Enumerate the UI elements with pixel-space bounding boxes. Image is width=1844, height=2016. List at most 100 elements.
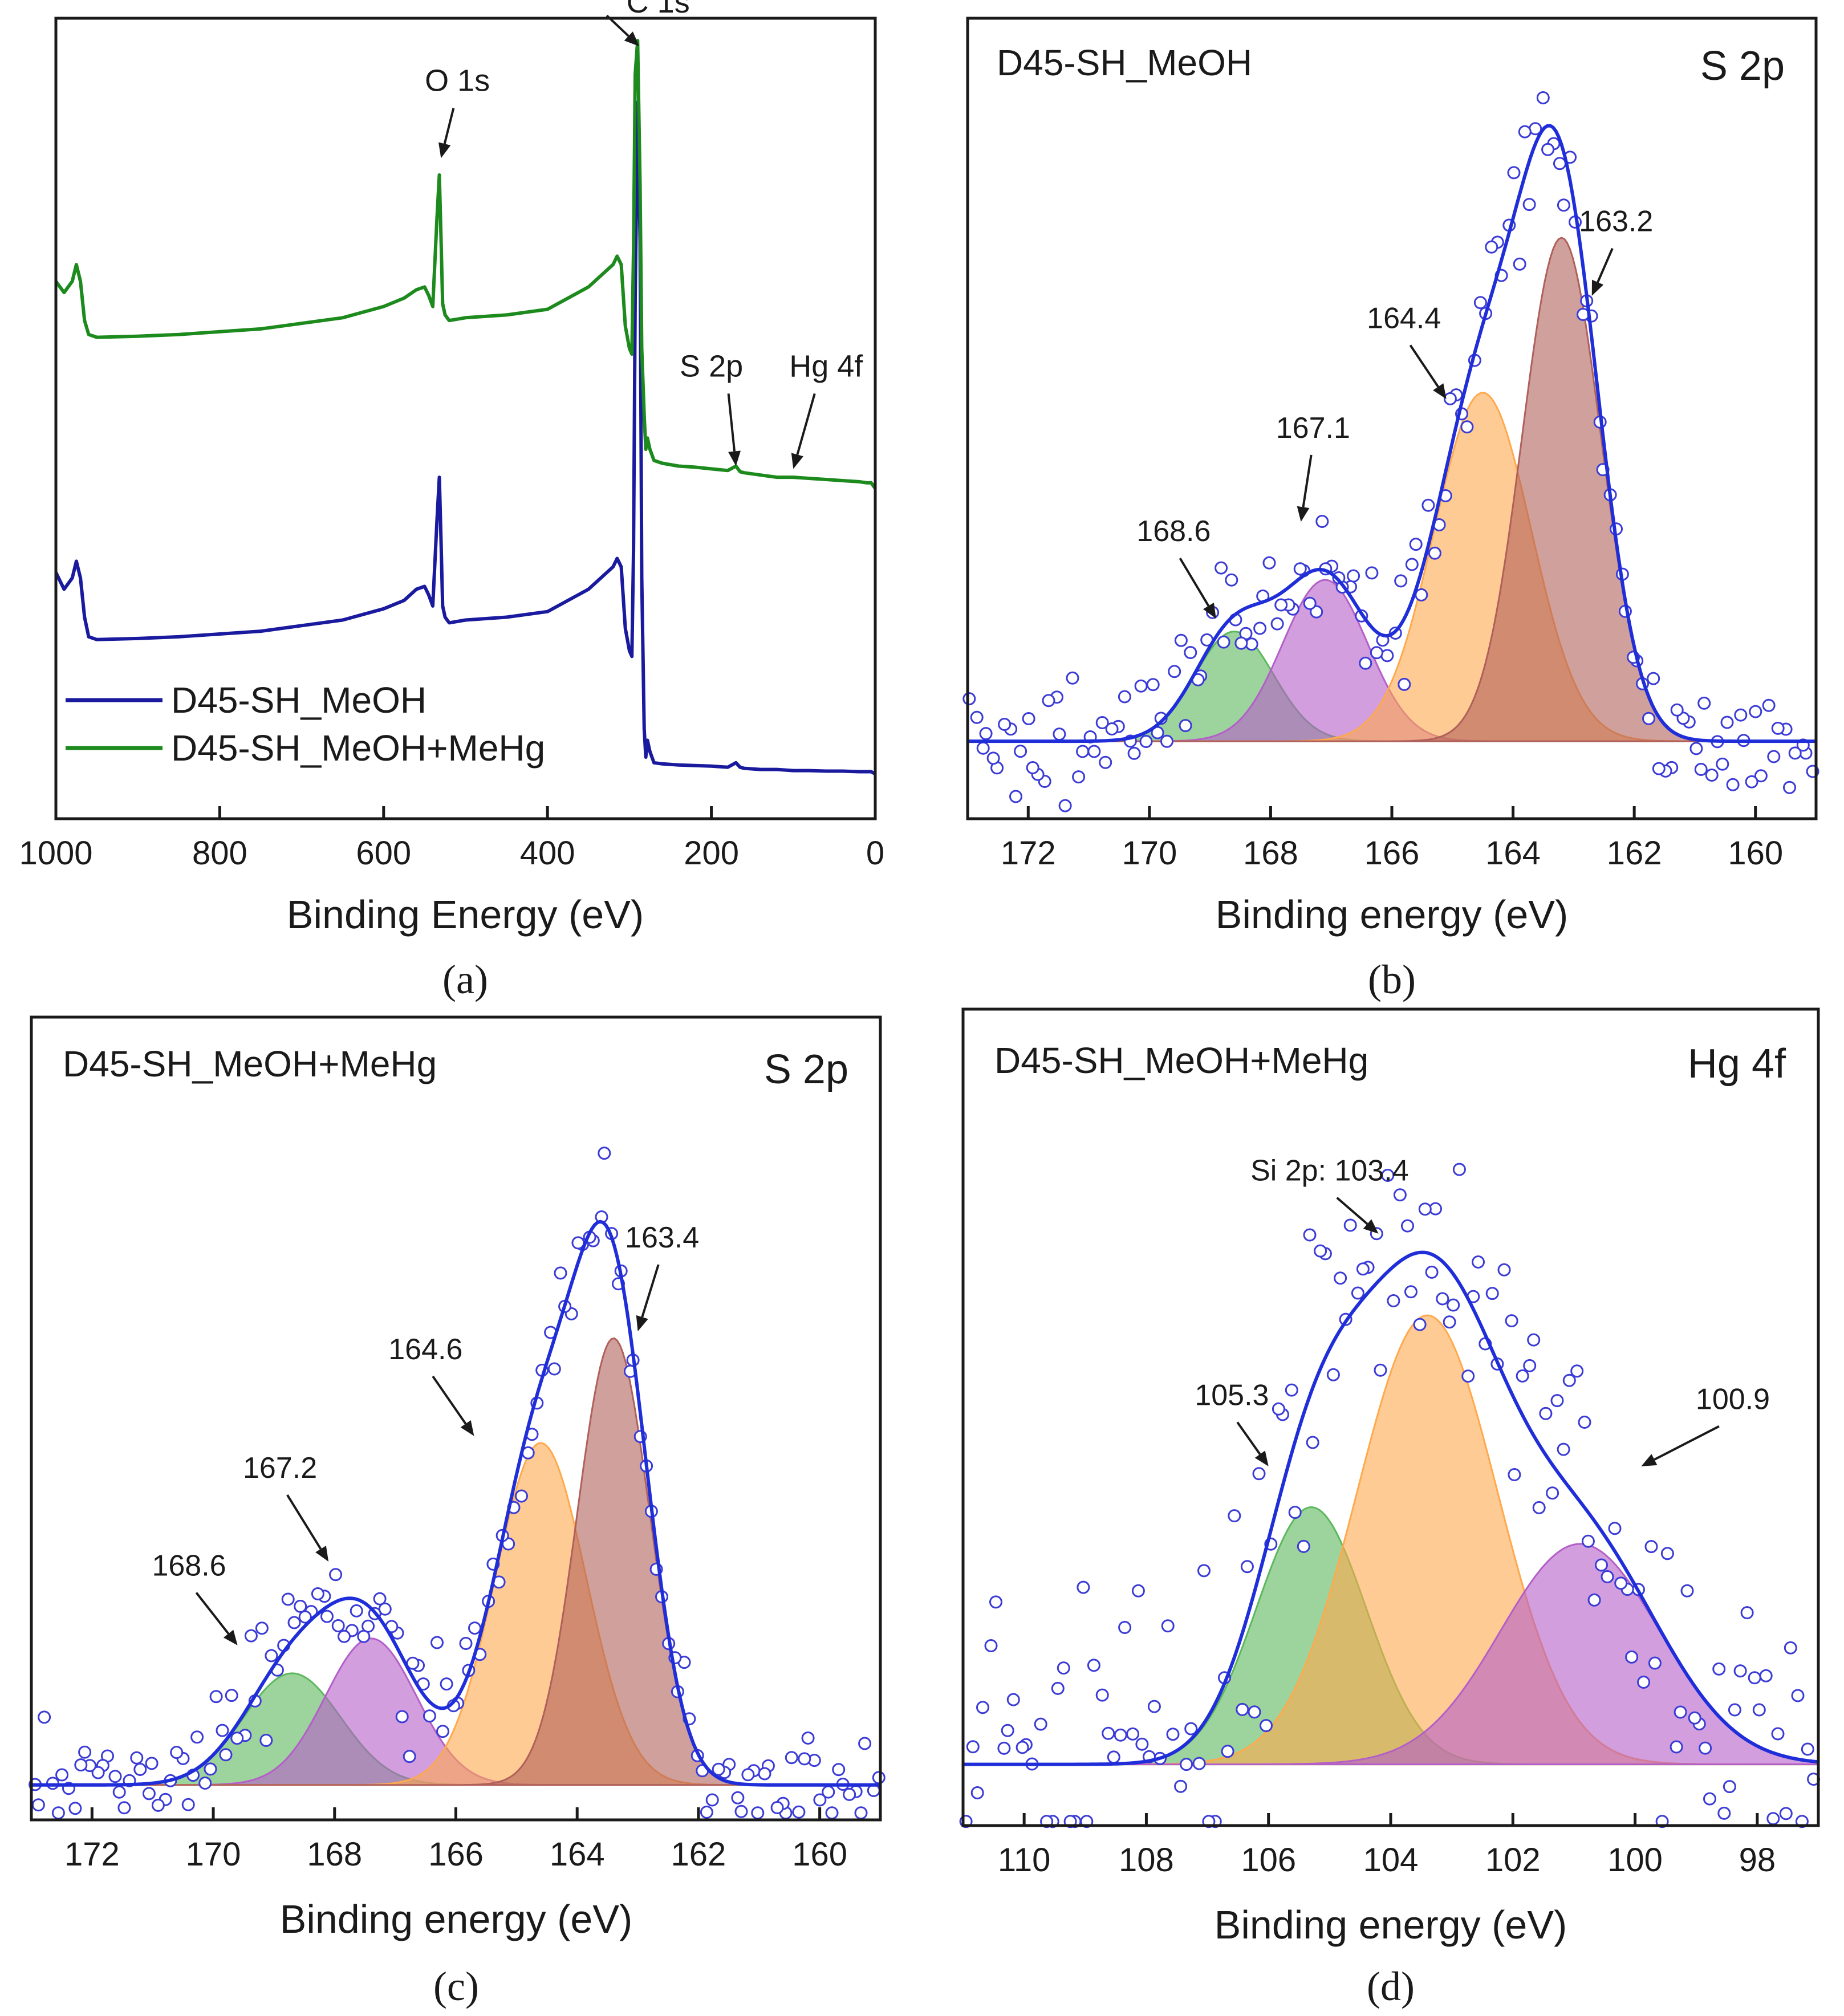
panel-d-data-point [1527,1333,1541,1347]
panel-d-tick-label-6: 98 [1739,1842,1776,1879]
panel-d-data-point [1252,1467,1266,1481]
panel-c-data-point [373,1592,387,1606]
panel-c-tick-label-0: 172 [64,1836,120,1873]
panel-c-data-point [151,1798,165,1812]
panel-c-tick-label-4: 164 [550,1836,605,1873]
panel-d-data-point [1570,1364,1584,1378]
panel-c-arrow-3-head [636,1315,648,1331]
panel-d-data-point [1114,1728,1127,1742]
panel-c-data-point [440,1677,453,1691]
panel-d-data-point [1608,1522,1622,1535]
panel-d-data-point [1712,1662,1726,1676]
panel-d-data-point [1532,1501,1546,1514]
panel-d-data-point [1006,1693,1020,1706]
panel-c-data-point [801,1732,815,1745]
panel-c-arrow-1-shaft [286,1494,322,1550]
panel-d-arrow-1-head [1363,1219,1379,1234]
panel-b-data-point [1734,708,1748,722]
panel-label-a: (a) [442,957,488,1002]
panel-d-data-point [1461,1369,1475,1383]
panel-b-data-point [1118,690,1131,704]
panel-d-data-point [1401,1219,1414,1233]
panel-d-data-point [1748,1671,1761,1685]
panel-d-data-point [1625,1650,1639,1664]
panel-c-data-point [468,1621,481,1635]
panel-d-arrow-2-head [1641,1454,1658,1466]
panel-d-data-point [1660,1547,1674,1560]
panel-b-data-point [1405,558,1419,571]
panel-c-arrow-0-head [223,1629,238,1645]
panel-d-tick-label-0: 110 [998,1842,1050,1879]
panel-label-b: (b) [1368,957,1416,1002]
panel-a-annotation-2: S 2p [680,349,743,383]
panel-c-data-point [436,1725,449,1738]
panel-b-data-point [998,718,1012,731]
panel-d-data-point [1228,1509,1241,1523]
panel-c-data-point [872,1771,886,1785]
panel-b-data-point [1099,755,1112,769]
panel-c-data-point [130,1751,144,1765]
panel-d-data-point [984,1639,998,1652]
panel-c-data-point [813,1793,827,1807]
panel-b-x-axis: 172 170 168 166 164 162 160 [1001,806,1783,872]
panel-b-data-point [1485,240,1498,254]
panel-b-data-point [1293,562,1307,576]
panel-b-data-point [1513,257,1526,271]
panel-d-data-point [1508,1468,1521,1481]
panel-d-data-point [1587,1593,1601,1607]
panel-c-data-point [78,1745,92,1759]
panel-b-data-point [1303,596,1317,610]
panel-b-data-point [1518,125,1532,139]
panel-c-region: S 2p [764,1047,848,1092]
panel-c-data-point [198,1777,212,1790]
panel-a-tick-label-1: 800 [192,835,247,872]
panel-c-arrow-1-head [315,1546,329,1562]
panel-c-sample: D45-SH_MeOH+MeHg [63,1043,437,1084]
panel-c-data-point [294,1599,307,1613]
panel-d-data-point [1436,1292,1449,1306]
panel-d-data-point [976,1701,989,1714]
panel-b-data-point [1762,698,1776,712]
panel-c-tick-label-2: 168 [307,1836,362,1873]
panel-d-data-point [1752,1703,1766,1717]
panel-d-annotation-1: Si 2p: 103.4 [1250,1155,1409,1188]
panel-b-data-point [1694,763,1708,776]
panel-c-data-point [731,1791,745,1804]
panel-b-data-point [1421,498,1435,512]
panel-d-data-point [1485,1287,1499,1300]
panel-b-tick-label-3: 166 [1364,835,1420,872]
panel-c-data-point [225,1689,238,1702]
panel-d-data-point [1581,1534,1595,1548]
panel-a-legend: D45-SH_MeOH D45-SH_MeOH+MeHg [66,680,545,769]
panel-b-data-point [1270,617,1284,631]
panel-b-data-point [1105,722,1119,735]
panel-c-data-point [38,1710,51,1724]
panel-b-data-point [1705,769,1719,782]
panel-c-data-point [216,1724,229,1737]
panel-b-s2p-meoh: 172 170 168 166 164 162 160 Binding energy (eV… [962,17,1819,1002]
panel-b-data-point [1726,778,1740,791]
panel-d-data-point [1174,1779,1188,1793]
panel-d-data-point [1418,1202,1432,1216]
panel-d-data-point [1184,1722,1198,1735]
panel-b-data-point [1217,635,1230,649]
panel-d-data-point [1351,1286,1364,1300]
panel-c-data-point [108,1770,122,1783]
panel-d-x-axis: 110 108 106 104 102 100 98 [998,1813,1776,1879]
panel-d-data-point [1118,1621,1132,1634]
panel-b-data-point [1179,719,1192,733]
panel-b-data-point [1652,762,1666,775]
panel-a-x-label: Binding Energy (eV) [287,892,644,937]
panel-b-data-point [1767,750,1781,763]
panel-d-data-point [1393,1188,1407,1202]
panel-d-tick-label-3: 104 [1363,1842,1419,1879]
panel-a-arrow-0-shaft [606,14,629,37]
panel-d-data-point [1326,1368,1340,1381]
panel-d-data-point [1343,1218,1357,1232]
panel-c-envelope [31,1220,880,1787]
panel-b-data-point [1127,746,1141,760]
panel-c-data-point [515,1489,528,1503]
panel-c-data-point [219,1748,233,1762]
panel-b-data-point [1647,672,1660,685]
